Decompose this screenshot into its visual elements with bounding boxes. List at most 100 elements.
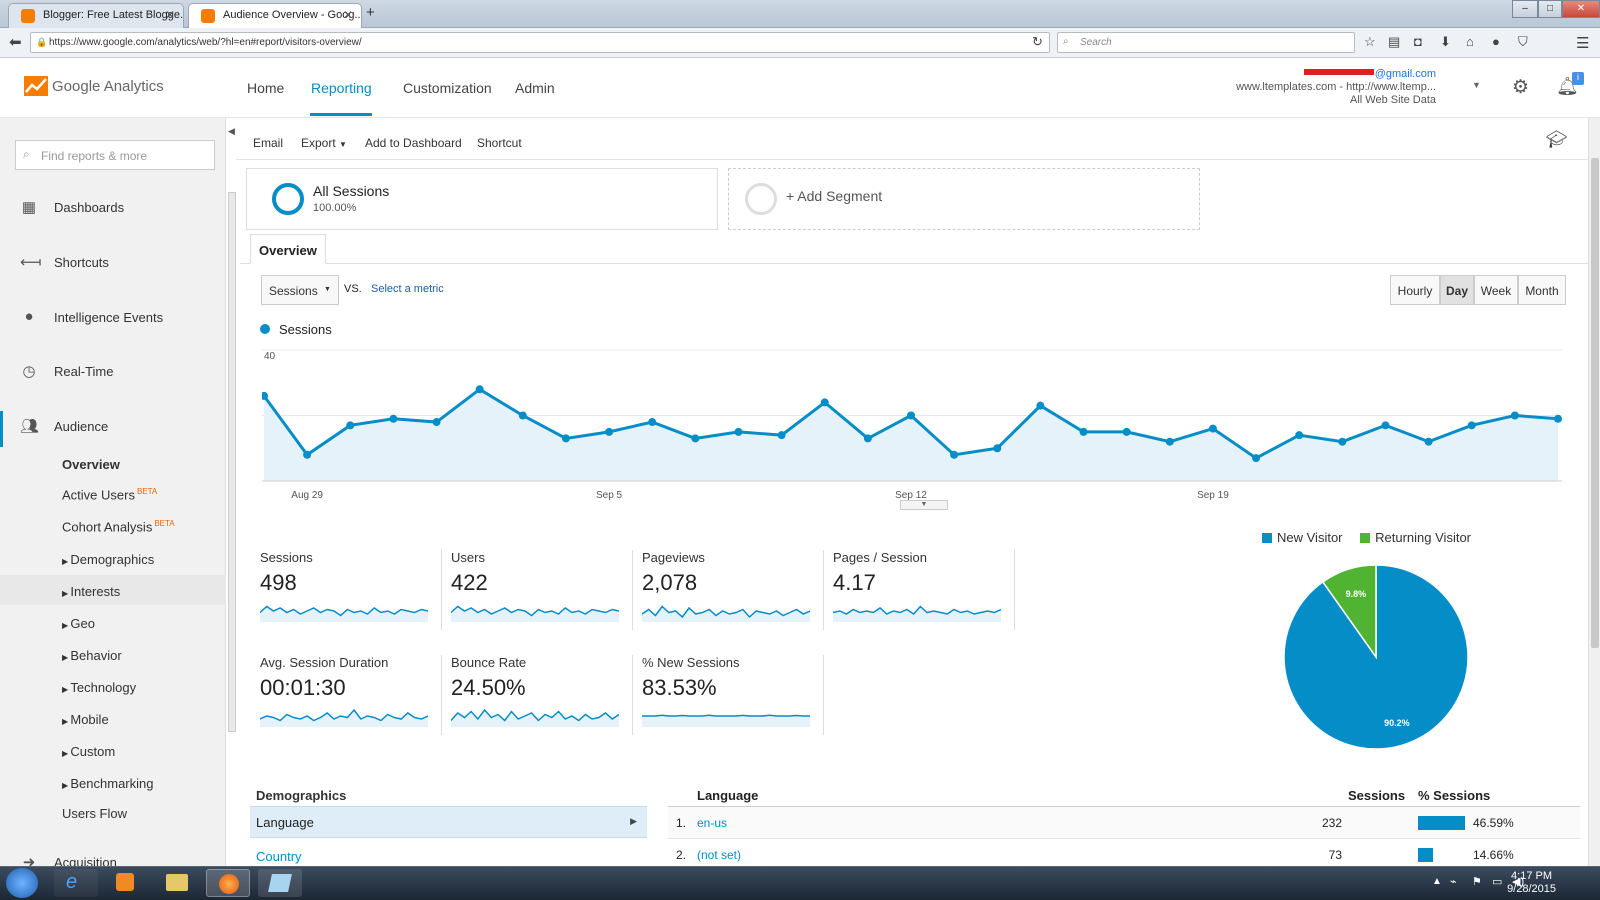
maximize-button[interactable]: □ — [1538, 0, 1562, 18]
sessions-point[interactable] — [691, 434, 700, 443]
sessions-point[interactable] — [1252, 454, 1261, 463]
firefox-taskbar-icon[interactable] — [206, 869, 250, 897]
export-button[interactable]: Export ▼ — [301, 136, 347, 150]
close-tab-icon[interactable]: ✕ — [342, 8, 353, 22]
sidebar-sub-technology[interactable]: ▶ Technology — [62, 680, 136, 695]
ie-taskbar-icon[interactable]: e — [54, 869, 98, 897]
sessions-point[interactable] — [1079, 427, 1088, 436]
sidebar-sub-demographics[interactable]: ▶ Demographics — [62, 552, 154, 567]
sidebar-sub-users-flow[interactable]: Users Flow — [62, 806, 128, 821]
sessions-point[interactable] — [1122, 427, 1131, 436]
legend-new-visitor[interactable]: New Visitor — [1277, 530, 1343, 545]
media-player-taskbar-icon[interactable] — [102, 869, 146, 897]
nav-home[interactable]: Home — [247, 80, 285, 96]
graduation-cap-icon[interactable]: 🎓︎ — [1546, 130, 1568, 149]
sessions-point[interactable] — [605, 427, 614, 436]
sidebar-sub-custom[interactable]: ▶ Custom — [62, 744, 115, 759]
sessions-point[interactable] — [1208, 424, 1217, 433]
close-window-button[interactable]: ✕ — [1562, 0, 1600, 18]
scorecard-bounce-rate[interactable]: Bounce Rate 24.50% — [451, 655, 641, 741]
language-link[interactable]: en-us — [697, 816, 728, 830]
sidebar-item-audience[interactable]: 👥︎ Audience — [0, 412, 226, 442]
sessions-point[interactable] — [1510, 411, 1519, 420]
home-icon[interactable]: ⌂ — [1466, 34, 1474, 49]
nav-customization[interactable]: Customization — [403, 80, 492, 96]
sidebar-sub-geo[interactable]: ▶ Geo — [62, 616, 95, 631]
col-pct-sessions-header[interactable]: % Sessions — [1418, 788, 1491, 803]
sidebar-item-intelligence-events[interactable]: ● Intelligence Events — [0, 303, 226, 333]
sessions-point[interactable] — [303, 450, 312, 459]
find-reports-input[interactable]: ⌕ Find reports & more — [15, 140, 215, 170]
scorecard-users[interactable]: Users 422 — [451, 550, 641, 636]
account-selector[interactable]: @gmail.com www.ltemplates.com - http://w… — [1176, 68, 1436, 107]
sidebar-sub-cohort-analysis[interactable]: Cohort Analysis BETA — [62, 519, 175, 534]
language-link[interactable]: (not set) — [697, 848, 742, 862]
address-bar[interactable]: 🔒 https://www.google.com/analytics/web/?… — [30, 32, 1050, 53]
sessions-point[interactable] — [1467, 421, 1476, 430]
sessions-point[interactable] — [1554, 414, 1562, 423]
chart-collapse-handle-icon[interactable]: ▼ — [900, 500, 948, 510]
scorecard-avg-session-duration[interactable]: Avg. Session Duration 00:01:30 — [260, 655, 450, 741]
sidebar-item-realtime[interactable]: ◷ Real-Time — [0, 357, 226, 387]
scorecard-new-sessions[interactable]: % New Sessions 83.53% — [642, 655, 832, 741]
sessions-point[interactable] — [950, 450, 959, 459]
add-segment-button[interactable]: + Add Segment — [728, 168, 1200, 230]
app-taskbar-icon[interactable] — [258, 869, 302, 897]
menu-icon[interactable]: ☰ — [1576, 35, 1590, 52]
metric-selector[interactable]: Sessions ▼ — [261, 275, 339, 305]
select-metric-link[interactable]: Select a metric — [371, 283, 444, 295]
tray-arrow-icon[interactable]: ▲ — [1432, 876, 1442, 887]
scorecard-sessions[interactable]: Sessions 498 — [260, 550, 450, 636]
sidebar-sub-overview[interactable]: Overview — [62, 457, 120, 472]
pie-slice-returning-visitor[interactable] — [1321, 565, 1377, 660]
main-scrollbar[interactable] — [1588, 118, 1600, 866]
settings-gear-icon[interactable]: ⚙ — [1512, 77, 1530, 98]
tray-flag-icon[interactable]: ⚑ — [1472, 876, 1482, 888]
sessions-point[interactable] — [648, 418, 657, 427]
new-tab-button[interactable]: + — [366, 4, 375, 21]
back-icon[interactable]: ⬅ — [9, 34, 22, 51]
col-sessions-header[interactable]: Sessions — [1348, 788, 1406, 803]
browser-tab-blogger[interactable]: Blogger: Free Latest Blogge... ✕ — [8, 3, 184, 28]
sidebar-sub-behavior[interactable]: ▶ Behavior — [62, 648, 122, 663]
sessions-point[interactable] — [1036, 401, 1045, 410]
visitor-pie-chart[interactable]: 90.2% 9.8% — [1284, 565, 1468, 749]
sessions-point[interactable] — [1338, 437, 1347, 446]
legend-returning-visitor[interactable]: Returning Visitor — [1375, 530, 1472, 545]
sessions-point[interactable] — [561, 434, 570, 443]
tray-volume-icon[interactable]: ◀︎) — [1512, 876, 1525, 888]
sidebar-sub-interests[interactable]: ▶ Interests — [62, 584, 120, 599]
sessions-point[interactable] — [777, 431, 786, 440]
sidebar-sub-mobile[interactable]: ▶ Mobile — [62, 712, 109, 727]
sidebar-item-shortcuts[interactable]: ⟻ Shortcuts — [0, 248, 226, 278]
sessions-point[interactable] — [432, 418, 441, 427]
sessions-point[interactable] — [1381, 421, 1390, 430]
sidebar-scrollbar[interactable] — [228, 192, 236, 732]
explorer-taskbar-icon[interactable] — [154, 869, 198, 897]
scorecard-pages-session[interactable]: Pages / Session 4.17 — [833, 550, 1023, 636]
segment-all-sessions[interactable]: All Sessions 100.00% — [246, 168, 718, 230]
sessions-point[interactable] — [907, 411, 915, 420]
reload-icon[interactable]: ↻ — [1032, 34, 1043, 49]
windows-start-icon[interactable] — [6, 868, 38, 898]
sessions-point[interactable] — [389, 414, 398, 423]
taskbar-clock[interactable]: 4:17 PM 9/28/2015 — [1507, 870, 1556, 896]
granularity-hourly-button[interactable]: Hourly — [1390, 275, 1440, 305]
sidebar-sub-active-users[interactable]: Active Users BETA — [62, 487, 157, 502]
scorecard-pageviews[interactable]: Pageviews 2,078 — [642, 550, 832, 636]
sessions-point[interactable] — [1424, 437, 1433, 446]
account-dropdown-icon[interactable]: ▼ — [1472, 80, 1481, 90]
browser-tab-analytics[interactable]: Audience Overview - Goog... ✕ — [188, 3, 362, 28]
demographics-language-row[interactable]: Language ▶ — [250, 806, 647, 838]
sidebar-item-acquisition[interactable]: ➜ Acquisition — [0, 848, 226, 866]
add-to-dashboard-button[interactable]: Add to Dashboard — [365, 136, 462, 150]
bookmarks-icon[interactable]: ▤ — [1388, 34, 1401, 49]
sessions-point[interactable] — [734, 427, 743, 436]
tab-overview[interactable]: Overview — [250, 234, 326, 264]
sessions-point[interactable] — [346, 421, 355, 430]
download-icon[interactable]: ⬇ — [1440, 34, 1451, 49]
sessions-point[interactable] — [820, 398, 829, 407]
close-tab-icon[interactable]: ✕ — [164, 8, 175, 22]
nav-admin[interactable]: Admin — [515, 80, 555, 96]
